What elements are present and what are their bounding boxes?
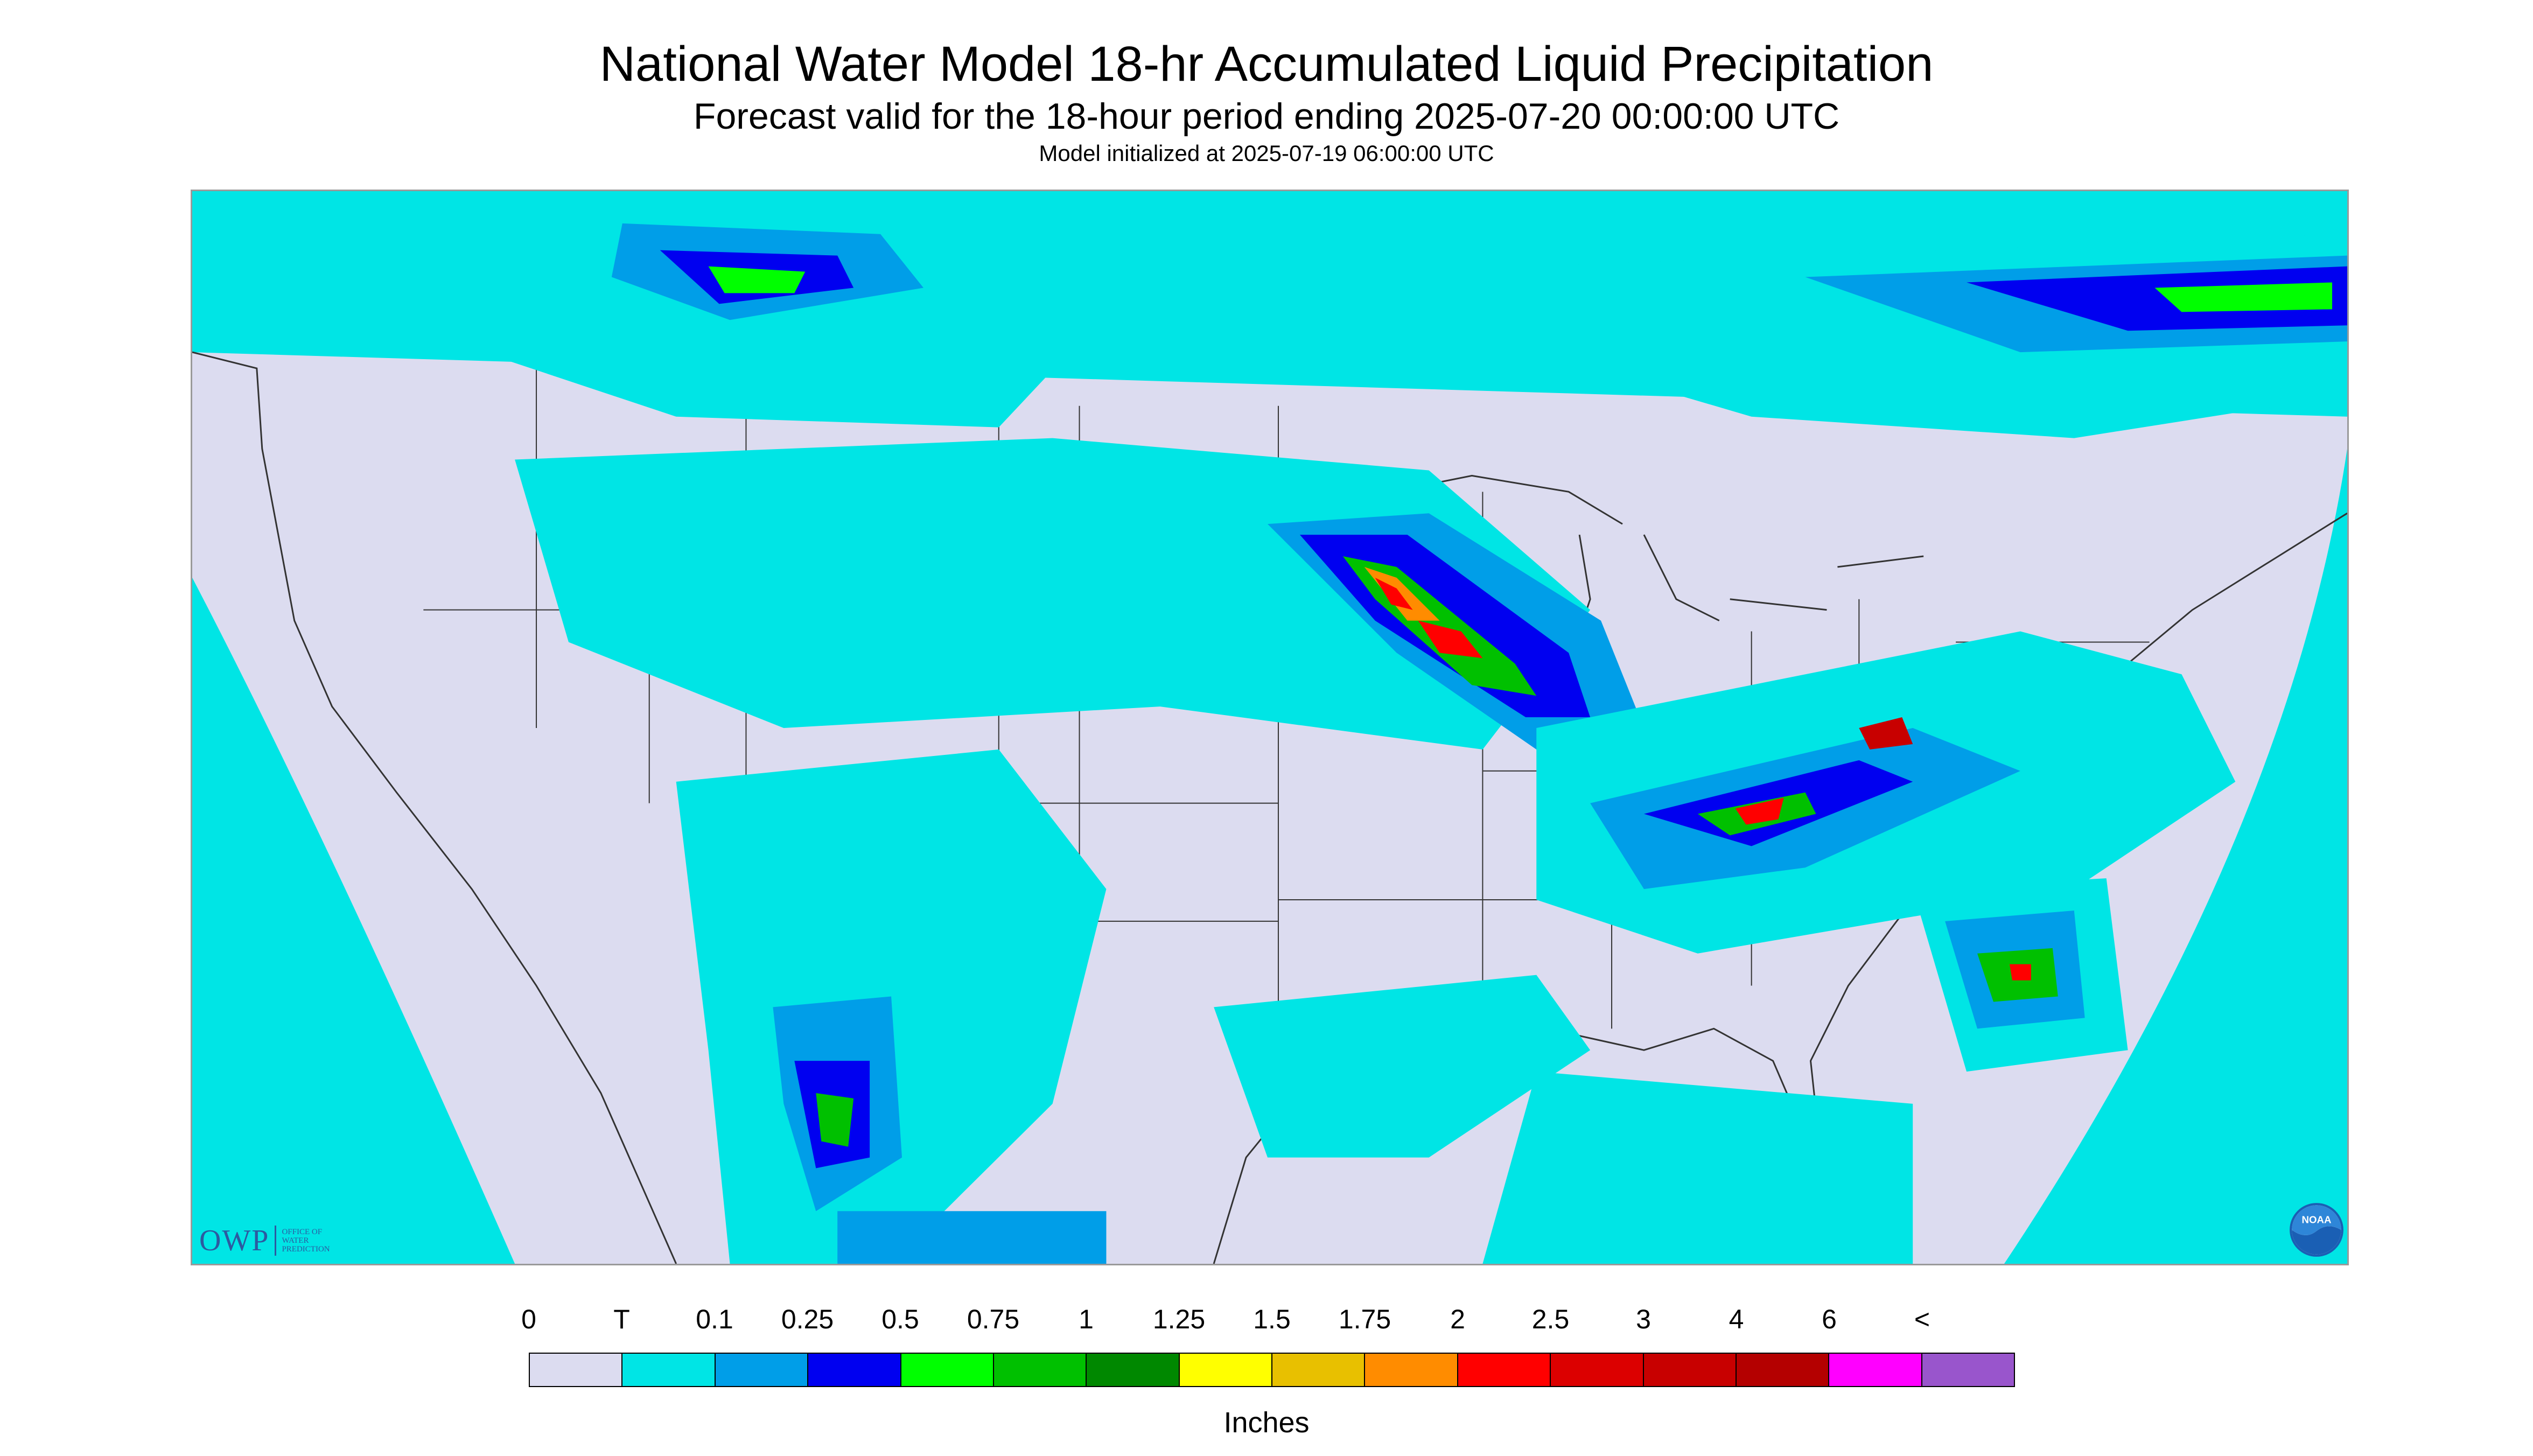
legend-label: 1.5 (1253, 1304, 1291, 1334)
legend-label: T (613, 1304, 630, 1334)
legend-swatch: #dc0000 (1551, 1354, 1644, 1386)
legend-swatch: #b40000 (1736, 1354, 1830, 1386)
legend-swatch: #e8c000 (1272, 1354, 1366, 1386)
noaa-seal-text: NOAA (2301, 1214, 2332, 1226)
great-lakes (1391, 474, 1924, 664)
legend-label: 2 (1450, 1304, 1465, 1334)
legend-label: 3 (1636, 1304, 1651, 1334)
legend-label: 6 (1822, 1304, 1837, 1334)
legend-label: 0 (521, 1304, 536, 1334)
legend-units: Inches (1223, 1406, 1310, 1439)
forecast-valid-subtitle: Forecast valid for the 18-hour period en… (693, 96, 1840, 137)
legend-label: 1.75 (1338, 1304, 1391, 1334)
legend-labels: 0 T 0.1 0.25 0.5 0.75 1 1.25 1.5 1.75 2 2.5 3 4 6 < (0, 1303, 2533, 1341)
noaa-seal-icon: NOAA (2290, 1203, 2343, 1257)
legend-label: 0.5 (881, 1304, 919, 1334)
precip-band-gulf (1214, 975, 1591, 1158)
owp-logo-mark: OWP (199, 1224, 270, 1257)
map-title: National Water Model 18-hr Accumulated L… (599, 37, 1934, 92)
legend-label: 0.75 (967, 1304, 1020, 1334)
legend-label: 4 (1729, 1304, 1744, 1334)
legend-swatch: #ff0000 (1458, 1354, 1551, 1386)
owp-logo: OWP OFFICE OF WATER PREDICTION (199, 1221, 330, 1260)
model-init-line: Model initialized at 2025-07-19 06:00:00… (1039, 141, 1494, 166)
legend-swatch: #00c000 (993, 1354, 1087, 1386)
owp-logo-line: OFFICE OF (282, 1228, 323, 1236)
precip-band-central (515, 438, 1591, 750)
owp-logo-text: OFFICE OF WATER PREDICTION (282, 1228, 330, 1254)
legend-swatch: #008800 (1087, 1354, 1180, 1386)
legend-swatch: #dcdcf0 (530, 1354, 623, 1386)
map-graphic (192, 191, 2347, 1264)
precipitation-map (191, 190, 2349, 1265)
legend-label: 0.25 (781, 1304, 834, 1334)
legend-swatch: #c80000 (1643, 1354, 1737, 1386)
precipitation-field (256, 191, 2347, 1264)
owp-logo-line: WATER (282, 1236, 309, 1245)
owp-logo-divider (275, 1226, 277, 1256)
legend-swatch: #ff00ff (1829, 1354, 1922, 1386)
legend-swatch: #ff8c00 (1365, 1354, 1458, 1386)
owp-logo-line: PREDICTION (282, 1245, 330, 1254)
legend-swatch: #00e5e5 (622, 1354, 716, 1386)
legend-swatch: #ffff00 (1179, 1354, 1272, 1386)
legend-label: 2.5 (1531, 1304, 1570, 1334)
legend-swatch: #009ee8 (715, 1354, 809, 1386)
legend-color-bar: #dcdcf0#00e5e5#009ee8#0000f0#00ff00#00c0… (529, 1353, 2015, 1387)
legend-swatch: #9955cc (1922, 1354, 2014, 1386)
legend-swatch: #00ff00 (901, 1354, 994, 1386)
legend-label: 1 (1079, 1304, 1094, 1334)
legend-label: 1.25 (1152, 1304, 1206, 1334)
coastline-west (192, 351, 677, 1264)
legend-label: 0.1 (696, 1304, 733, 1334)
legend-swatch: #0000f0 (808, 1354, 901, 1386)
legend-label: < (1914, 1304, 1930, 1334)
